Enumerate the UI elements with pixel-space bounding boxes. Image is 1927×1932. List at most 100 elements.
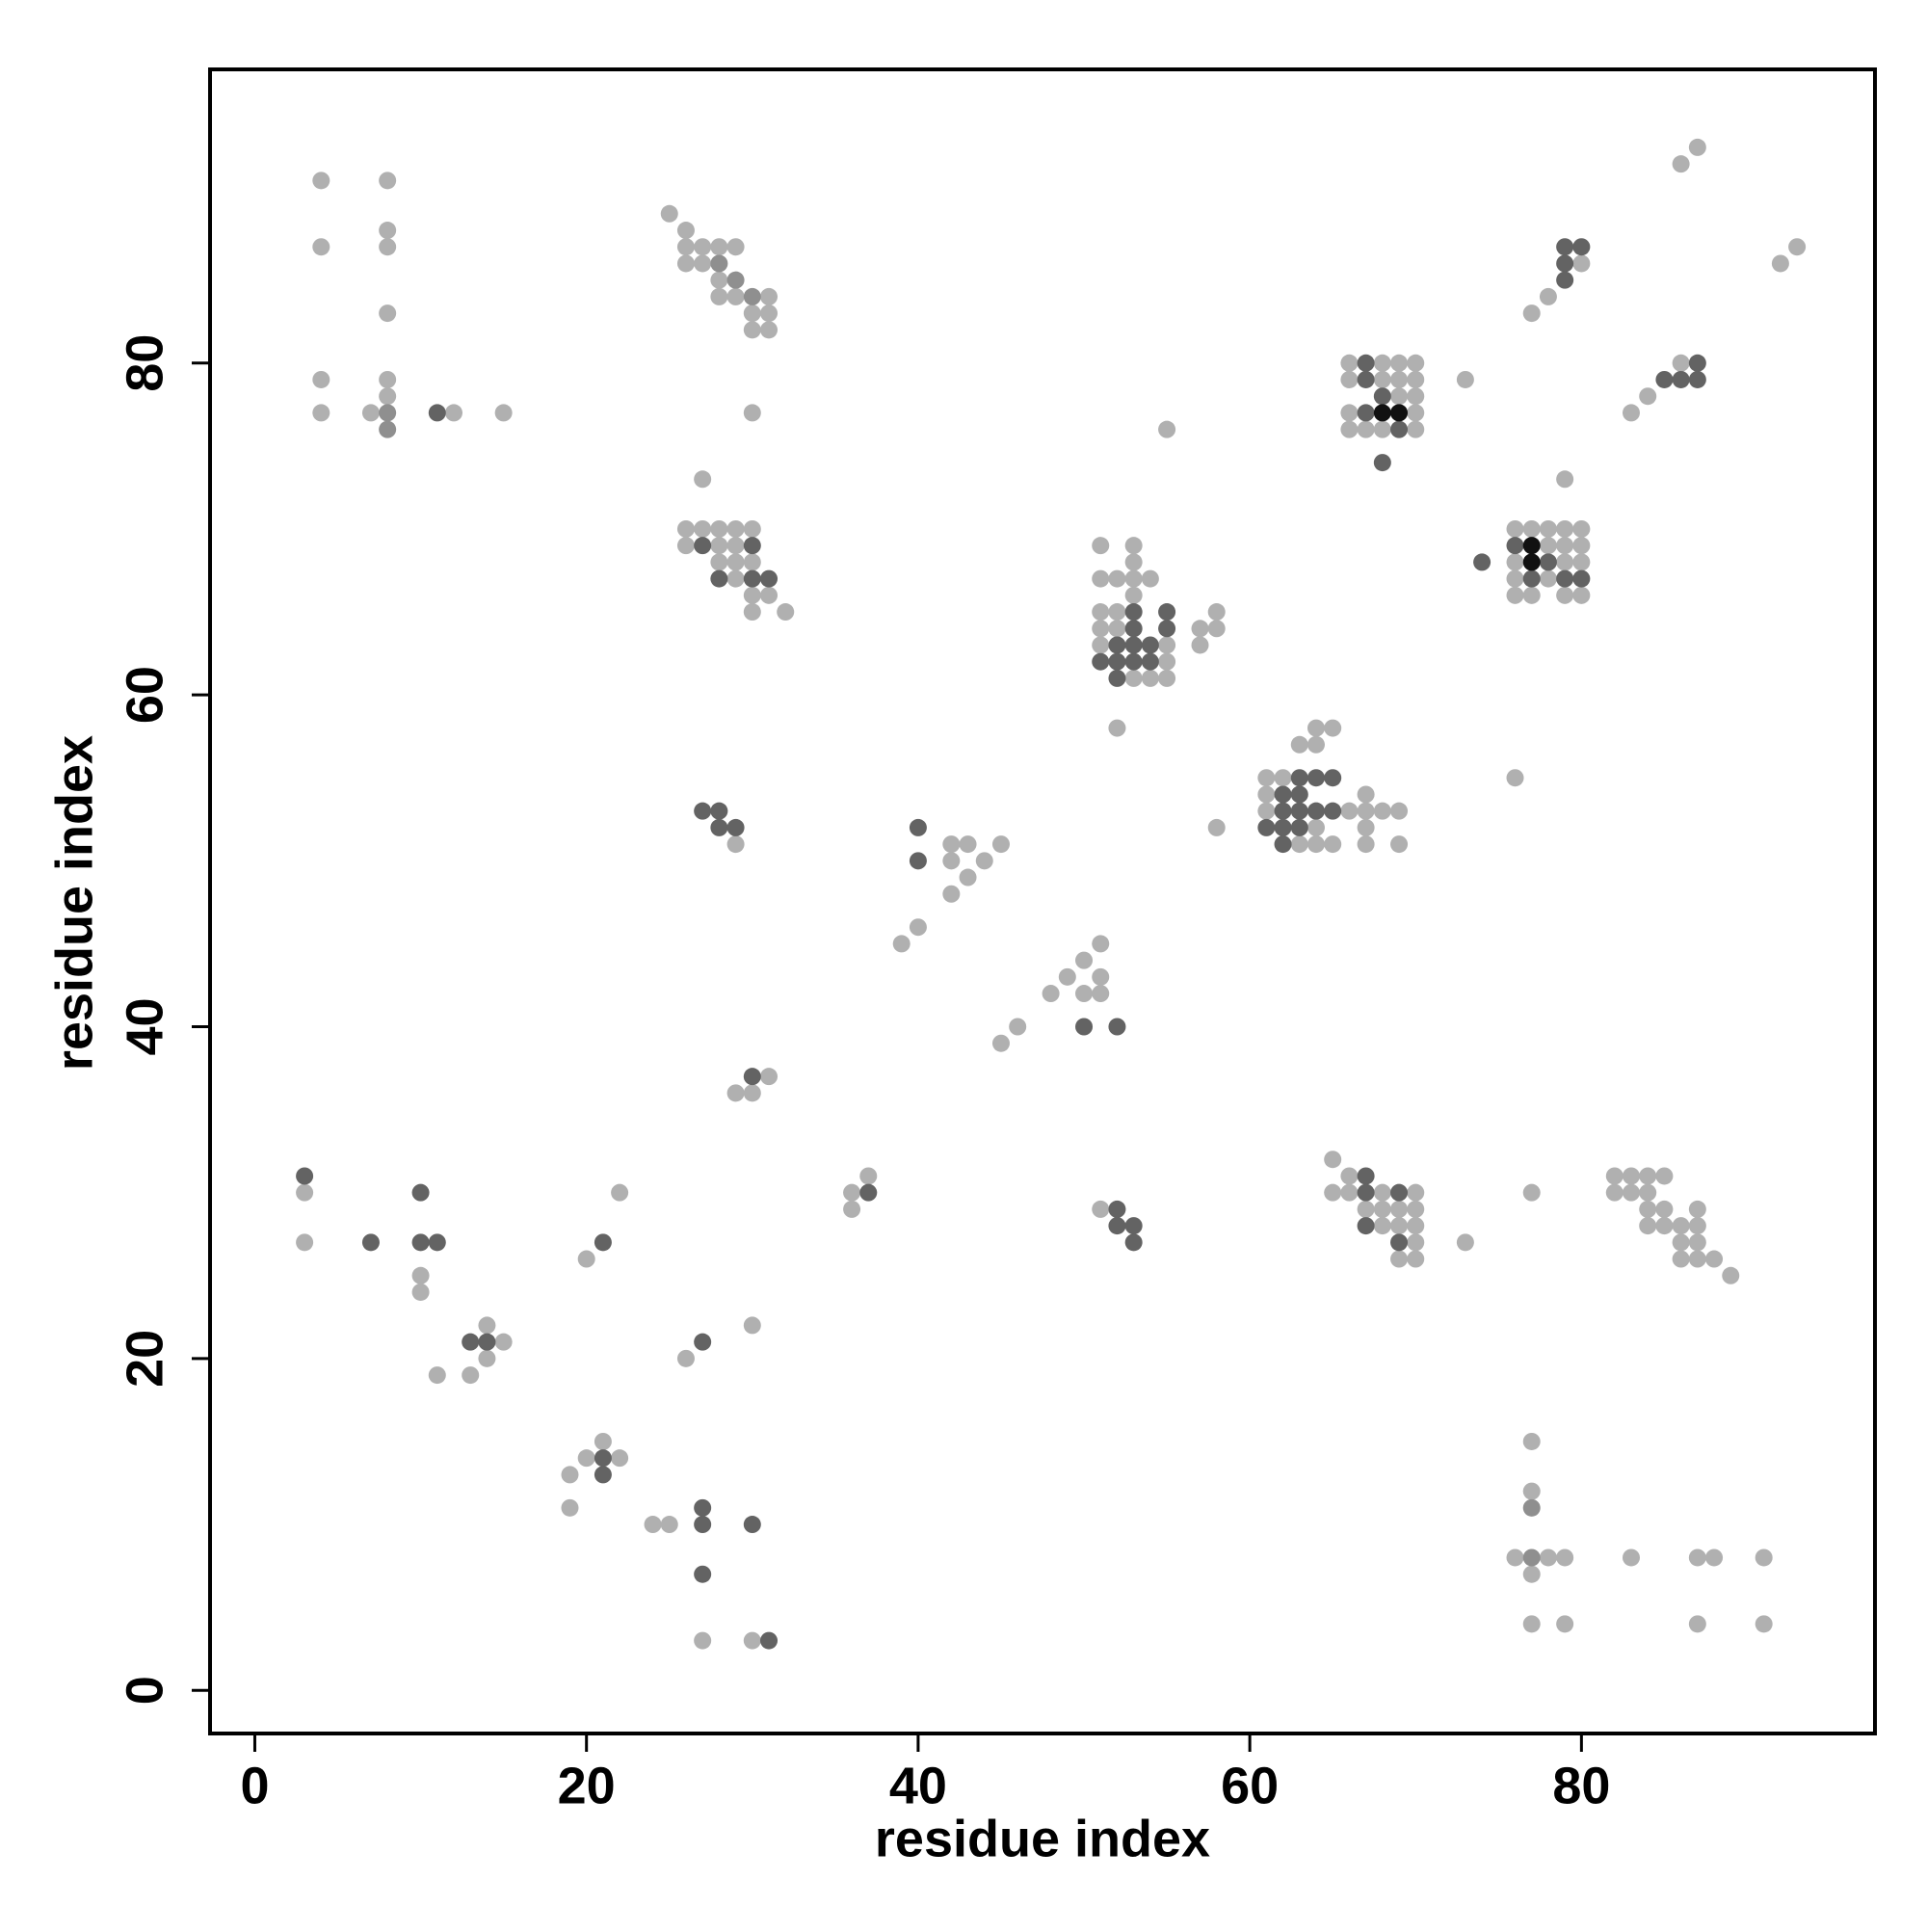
point <box>1207 818 1226 836</box>
point <box>1092 1200 1110 1218</box>
point <box>1390 1233 1409 1252</box>
x-tick-label: 80 <box>1552 1757 1610 1814</box>
point <box>726 553 745 571</box>
point <box>1108 669 1126 687</box>
point <box>726 835 745 854</box>
point <box>1324 1151 1342 1169</box>
point <box>726 519 745 538</box>
point <box>1755 1548 1773 1567</box>
point <box>1357 404 1375 422</box>
point <box>1390 1250 1409 1268</box>
point <box>1506 553 1524 571</box>
point <box>1274 818 1292 836</box>
point <box>1556 553 1574 571</box>
point <box>1124 586 1143 604</box>
point <box>1274 802 1292 820</box>
point <box>942 885 961 903</box>
point <box>726 1084 745 1102</box>
point <box>462 1333 480 1351</box>
point <box>1639 1217 1657 1235</box>
point <box>1722 1266 1740 1284</box>
point <box>1141 669 1159 687</box>
y-tick-label: 0 <box>116 1676 173 1705</box>
point <box>1092 603 1110 622</box>
point <box>361 1233 380 1252</box>
point <box>379 238 397 256</box>
point <box>1124 1217 1143 1235</box>
point <box>1522 1615 1541 1633</box>
point <box>1124 636 1143 654</box>
point <box>1357 835 1375 854</box>
point <box>676 519 695 538</box>
point <box>644 1516 662 1534</box>
point <box>1357 1183 1375 1202</box>
point <box>379 420 397 438</box>
point <box>1556 519 1574 538</box>
point <box>1456 370 1474 388</box>
point <box>1108 620 1126 638</box>
point <box>760 1068 779 1086</box>
point <box>1522 1498 1541 1517</box>
point <box>909 918 927 937</box>
point <box>694 1333 712 1351</box>
point <box>1655 1200 1674 1218</box>
point <box>1373 354 1391 372</box>
point <box>710 537 728 555</box>
point <box>1357 1200 1375 1218</box>
point <box>1340 1183 1359 1202</box>
point <box>296 1233 314 1252</box>
point <box>710 553 728 571</box>
point <box>1672 155 1690 173</box>
point <box>1158 636 1176 654</box>
point <box>561 1466 579 1484</box>
point <box>1473 553 1491 571</box>
point <box>1639 1200 1657 1218</box>
point <box>594 1466 612 1484</box>
point <box>1556 1548 1574 1567</box>
point <box>1373 454 1391 472</box>
point <box>1357 420 1375 438</box>
point <box>1340 354 1359 372</box>
point <box>1158 669 1176 687</box>
point <box>1108 1018 1126 1036</box>
point <box>1340 802 1359 820</box>
point <box>1622 1183 1640 1202</box>
point <box>577 1449 595 1468</box>
point <box>1506 519 1524 538</box>
point <box>942 835 961 854</box>
point <box>1572 537 1591 555</box>
point <box>1506 537 1524 555</box>
point <box>1340 404 1359 422</box>
point <box>1755 1615 1773 1633</box>
point <box>594 1449 612 1468</box>
point <box>1672 370 1690 388</box>
point <box>743 404 761 422</box>
point <box>1141 652 1159 671</box>
point <box>843 1183 861 1202</box>
point <box>760 586 779 604</box>
point <box>1655 370 1674 388</box>
point <box>1290 785 1308 804</box>
point <box>743 553 761 571</box>
point <box>1522 1432 1541 1450</box>
point <box>694 1498 712 1517</box>
point <box>1207 620 1226 638</box>
point <box>1058 967 1076 986</box>
point <box>1639 387 1657 406</box>
point <box>296 1183 314 1202</box>
point <box>1556 586 1574 604</box>
point <box>676 238 695 256</box>
point <box>743 321 761 339</box>
point <box>1092 935 1110 953</box>
point <box>1274 785 1292 804</box>
point <box>760 321 779 339</box>
point <box>428 1233 446 1252</box>
point <box>1340 370 1359 388</box>
point <box>1307 769 1325 787</box>
point <box>1688 1217 1706 1235</box>
point <box>1158 603 1176 622</box>
y-tick-label: 20 <box>116 1330 173 1388</box>
point <box>1307 818 1325 836</box>
point <box>1092 537 1110 555</box>
